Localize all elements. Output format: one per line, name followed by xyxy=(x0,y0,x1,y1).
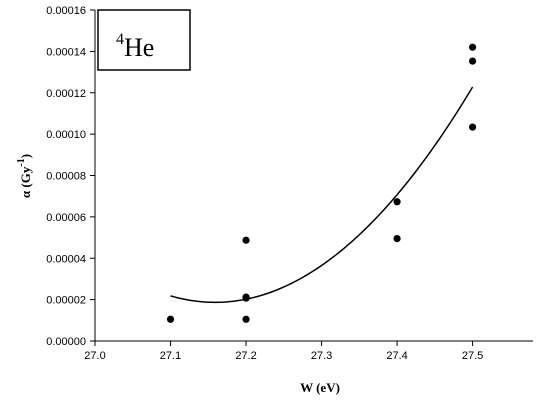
x-tick-label: 27.4 xyxy=(386,350,407,362)
y-tick-label: 0.00016 xyxy=(46,5,86,17)
x-axis-title: W (eV) xyxy=(300,380,340,395)
y-axis-unit-close: ) xyxy=(18,154,33,158)
annotation-label: 4He xyxy=(116,31,154,62)
data-point xyxy=(468,123,477,131)
y-axis-unit-base: (Gy xyxy=(18,166,33,187)
y-tick-label: 0.00000 xyxy=(46,336,86,348)
y-tick-label: 0.00002 xyxy=(46,295,86,307)
y-tick-label: 0.00014 xyxy=(46,46,86,58)
x-tick-label: 27.1 xyxy=(160,350,181,362)
data-point xyxy=(468,43,477,51)
data-point xyxy=(393,234,401,243)
annotation-text: He xyxy=(124,33,154,62)
data-points xyxy=(166,43,477,323)
trendline-group xyxy=(170,86,474,304)
trendline xyxy=(170,86,474,304)
y-tick-label: 0.00008 xyxy=(46,171,86,183)
y-axis-symbol: α xyxy=(18,190,33,198)
x-tick-label: 27.3 xyxy=(311,350,332,362)
x-tick-label: 27.2 xyxy=(235,350,256,362)
data-point xyxy=(468,57,477,65)
data-point xyxy=(242,315,250,323)
annotation-superscript: 4 xyxy=(116,31,124,48)
y-tick-label: 0.00006 xyxy=(46,212,86,224)
annotation-box: 4He xyxy=(97,9,191,71)
y-axis-unit-exponent: -1 xyxy=(16,158,27,166)
data-point xyxy=(242,294,250,302)
data-point xyxy=(166,315,175,323)
y-tick-label: 0.00012 xyxy=(46,88,86,100)
x-tick-label: 27.5 xyxy=(462,350,483,362)
x-axis-ticks: 27.0 27.1 27.2 27.3 27.4 27.5 xyxy=(84,341,483,362)
y-tick-label: 0.00004 xyxy=(46,253,86,265)
x-tick-label: 27.0 xyxy=(84,350,105,362)
y-axis-title: α (Gy-1) xyxy=(16,154,33,198)
data-point xyxy=(242,236,250,244)
y-axis-ticks: 0.00000 0.00002 0.00004 0.00006 0.00008 0.000… xyxy=(46,5,95,348)
plot-frame xyxy=(94,10,533,342)
y-tick-label: 0.00010 xyxy=(46,129,86,141)
data-point xyxy=(393,198,401,206)
